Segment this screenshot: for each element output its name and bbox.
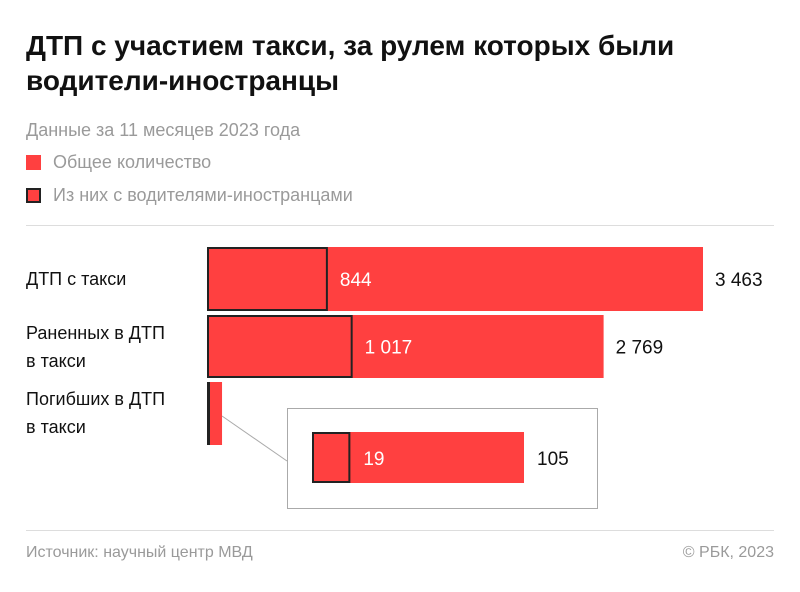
bar-foreign xyxy=(207,315,353,378)
bar-foreign xyxy=(207,247,328,311)
label-line: Раненных в ДТП xyxy=(26,323,165,343)
label-line: в такси xyxy=(26,351,86,371)
data-label-total: 3 463 xyxy=(715,270,763,291)
legend-item-total: Общее количество xyxy=(26,152,211,173)
inset-label-total: 105 xyxy=(537,449,569,470)
inset-connector xyxy=(221,415,288,462)
category-label-2: Погибших в ДТП в такси xyxy=(26,385,165,441)
data-label-foreign: 844 xyxy=(340,270,372,291)
inset-bar-foreign xyxy=(312,432,351,483)
divider-bottom xyxy=(26,530,774,531)
label-line: ДТП с такси xyxy=(26,269,127,289)
bar-total xyxy=(207,382,223,445)
chart-subtitle: Данные за 11 месяцев 2023 года xyxy=(26,120,301,140)
legend-swatch-foreign xyxy=(26,188,41,203)
legend-swatch-total xyxy=(26,155,41,170)
legend-item-foreign: Из них с водителями-иностранцами xyxy=(26,185,353,206)
data-label-foreign: 1 017 xyxy=(365,338,413,359)
category-label-0: ДТП с такси xyxy=(26,265,126,293)
chart-title: ДТП с участием такси, за рулем которых б… xyxy=(26,30,675,96)
label-line: Погибших в ДТП xyxy=(26,389,166,409)
label-line: в такси xyxy=(26,417,86,437)
bar-foreign xyxy=(207,382,210,445)
source-note: Источник: научный центр МВД xyxy=(26,544,253,561)
copyright: © РБК, 2023 xyxy=(682,544,774,561)
legend-label: Из них с водителями-иностранцами xyxy=(53,185,353,205)
legend-label: Общее количество xyxy=(53,152,212,172)
inset-label-foreign: 19 xyxy=(363,449,384,470)
data-label-total: 2 769 xyxy=(616,338,664,359)
category-label-1: Раненных в ДТП в такси xyxy=(26,319,165,375)
divider-top xyxy=(26,225,774,226)
